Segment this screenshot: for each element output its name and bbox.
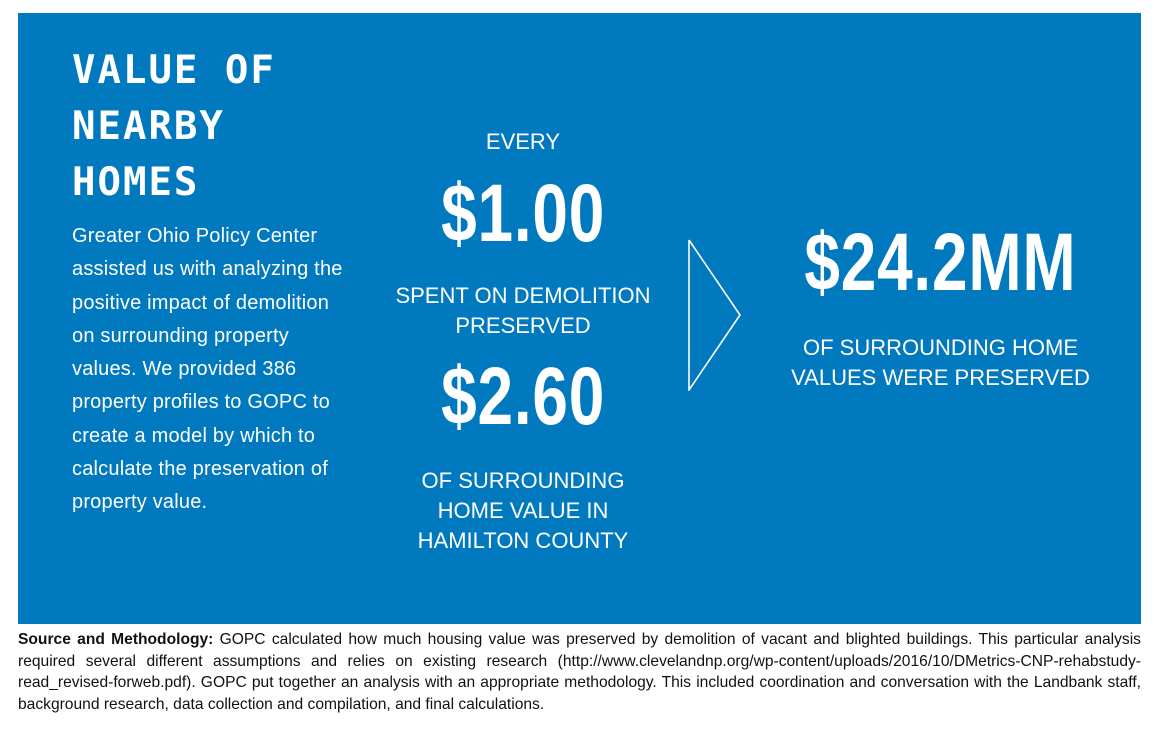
spent-caption-line-2: PRESERVED — [455, 313, 591, 338]
every-label: EVERY — [485, 129, 561, 154]
preserved-caption-line-2: HOME VALUE IN — [437, 498, 609, 523]
heading-line-3: HOMES — [72, 160, 200, 205]
amount-preserved: $2.60 — [441, 351, 605, 442]
spent-caption: SPENT ON DEMOLITION PRESERVED — [373, 281, 673, 341]
source-methodology-note: Source and Methodology: GOPC calculated … — [18, 629, 1141, 715]
total-amount-wrap: $24.2MM — [763, 213, 1118, 313]
preserved-caption-line-1: OF SURROUNDING — [421, 468, 625, 493]
amount-spent: $1.00 — [441, 168, 605, 259]
intro-paragraph: Greater Ohio Policy Center assisted us w… — [72, 225, 343, 514]
heading-line-2: NEARBY — [72, 104, 225, 149]
section-heading: VALUE OF NEARBY HOMES — [72, 43, 276, 211]
amount-spent-wrap: $1.00 — [373, 165, 673, 263]
preserved-caption: OF SURROUNDING HOME VALUE IN HAMILTON CO… — [373, 466, 673, 556]
amount-preserved-wrap: $2.60 — [373, 348, 673, 446]
footnote-text: GOPC calculated how much housing value w… — [18, 631, 1141, 713]
infographic-panel: VALUE OF NEARBY HOMES Greater Ohio Polic… — [18, 13, 1141, 624]
total-amount: $24.2MM — [804, 217, 1077, 308]
footnote-label: Source and Methodology: — [18, 631, 214, 648]
spent-caption-line-1: SPENT ON DEMOLITION — [395, 283, 651, 308]
total-caption-line-2: VALUES WERE PRESERVED — [791, 365, 1090, 390]
preserved-caption-line-3: HAMILTON COUNTY — [417, 528, 629, 553]
chevron-right-outline-icon — [688, 239, 741, 391]
total-caption-line-1: OF SURROUNDING HOME — [803, 335, 1078, 360]
heading-line-1: VALUE OF — [72, 48, 276, 93]
total-caption: OF SURROUNDING HOME VALUES WERE PRESERVE… — [763, 333, 1118, 393]
